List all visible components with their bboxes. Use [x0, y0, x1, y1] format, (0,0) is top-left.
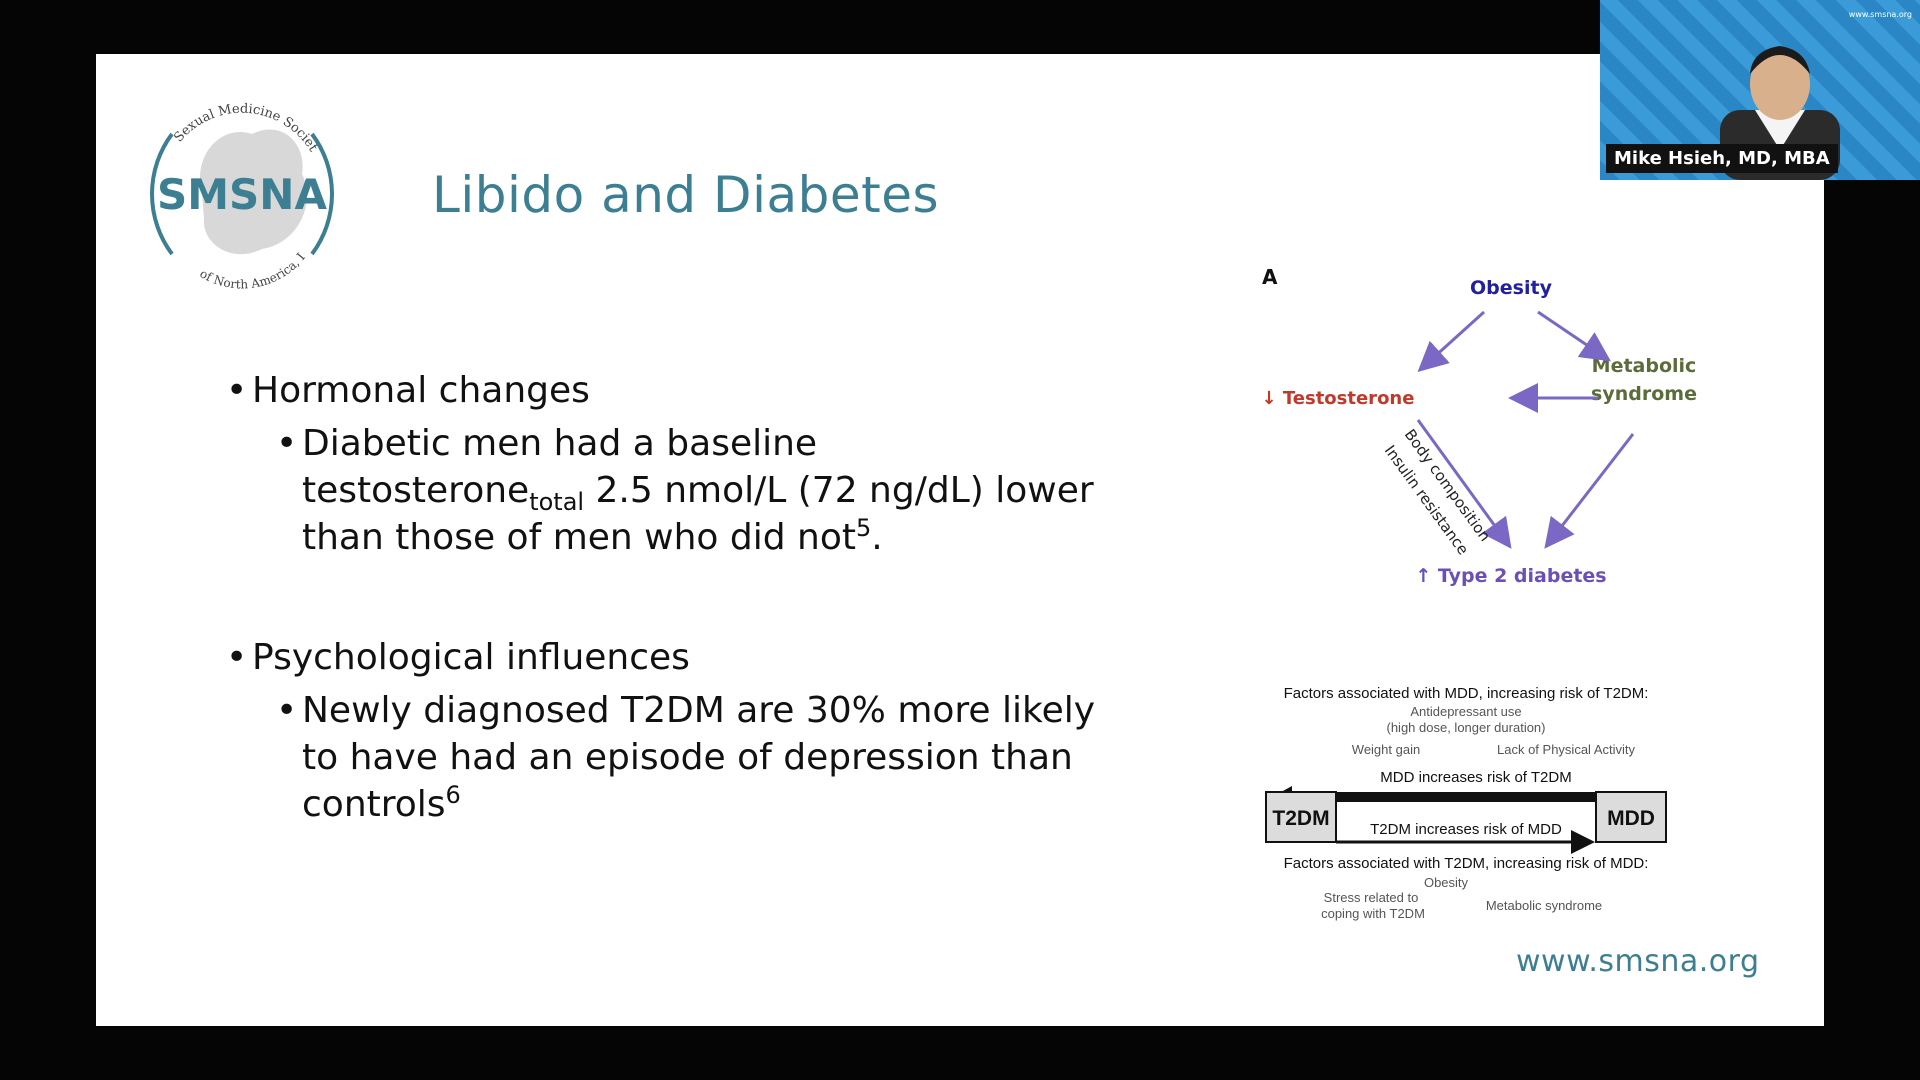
text-antidep-2: (high dose, longer duration) [1387, 720, 1546, 735]
text-bottom-heading: Factors associated with T2DM, increasing… [1284, 855, 1649, 872]
text-top-heading: Factors associated with MDD, increasing … [1284, 685, 1649, 702]
speaker-video-tile[interactable]: www.smsna.org Mike Hsieh, MD, MBA [1600, 0, 1920, 180]
bullet-hormonal: Hormonal changes [226, 364, 1106, 418]
website-url: www.smsna.org [1516, 944, 1760, 979]
smsna-logo: Sexual Medicine Society of North America… [132, 84, 334, 292]
text-lack-activity: Lack of Physical Activity [1497, 742, 1635, 757]
figure-obesity-diabetes-diagram: A Obesity ↓ Testosterone Metabolic syndr… [1262, 265, 1697, 587]
bar-mdd-to-t2dm [1292, 792, 1638, 802]
bullet-list: Hormonal changes Diabetic men had a base… [226, 364, 1106, 828]
text-mdd-to-t2dm: MDD increases risk of T2DM [1380, 769, 1571, 786]
text-weight-gain: Weight gain [1352, 742, 1420, 757]
box-mdd-label: MDD [1607, 807, 1655, 830]
text-metabolic-b: Metabolic syndrome [1486, 898, 1602, 913]
arrow-obesity-metabolic [1537, 310, 1611, 362]
text-t2dm-to-mdd: T2DM increases risk of MDD [1370, 821, 1562, 838]
node-testosterone: ↓ Testosterone [1262, 388, 1415, 409]
node-metabolic-line2: syndrome [1591, 383, 1697, 405]
speaker-name-label: Mike Hsieh, MD, MBA [1606, 144, 1838, 173]
citation-6: 6 [445, 781, 461, 809]
camera-corner-text: www.smsna.org [1848, 10, 1912, 19]
figure-t2dm-mdd-diagram: Factors associated with MDD, increasing … [1265, 685, 1667, 921]
node-metabolic-line1: Metabolic [1592, 355, 1697, 377]
bullet-depression-detail: Newly diagnosed T2DM are 30% more likely… [226, 687, 1106, 828]
box-mdd [1595, 791, 1667, 843]
box-t2dm-label: T2DM [1272, 807, 1329, 830]
logo-acronym: SMSNA [157, 170, 327, 219]
citation-5: 5 [856, 514, 872, 542]
arrow-testosterone-type2 [1416, 419, 1512, 549]
node-obesity: Obesity [1470, 277, 1553, 299]
node-type2-diabetes: ↑ Type 2 diabetes [1415, 565, 1606, 587]
box-t2dm [1265, 791, 1337, 843]
text-antidep-1: Antidepressant use [1410, 704, 1521, 719]
bullet-testosterone-detail: Diabetic men had a baseline testosterone… [226, 420, 1106, 561]
text-obesity-b: Obesity [1424, 875, 1469, 890]
slide-title: Libido and Diabetes [432, 166, 940, 224]
presentation-slide: Sexual Medicine Society of North America… [96, 54, 1824, 1026]
text-stress-1: Stress related to [1324, 890, 1419, 905]
text-stress-2: coping with T2DM [1321, 906, 1425, 921]
figure-panel-label: A [1262, 265, 1278, 289]
subscript-total: total [529, 488, 585, 517]
arrow-obesity-testosterone [1417, 310, 1486, 373]
arrow-metabolic-type2 [1544, 433, 1635, 549]
bullet-psychological: Psychological influences [226, 631, 1106, 685]
